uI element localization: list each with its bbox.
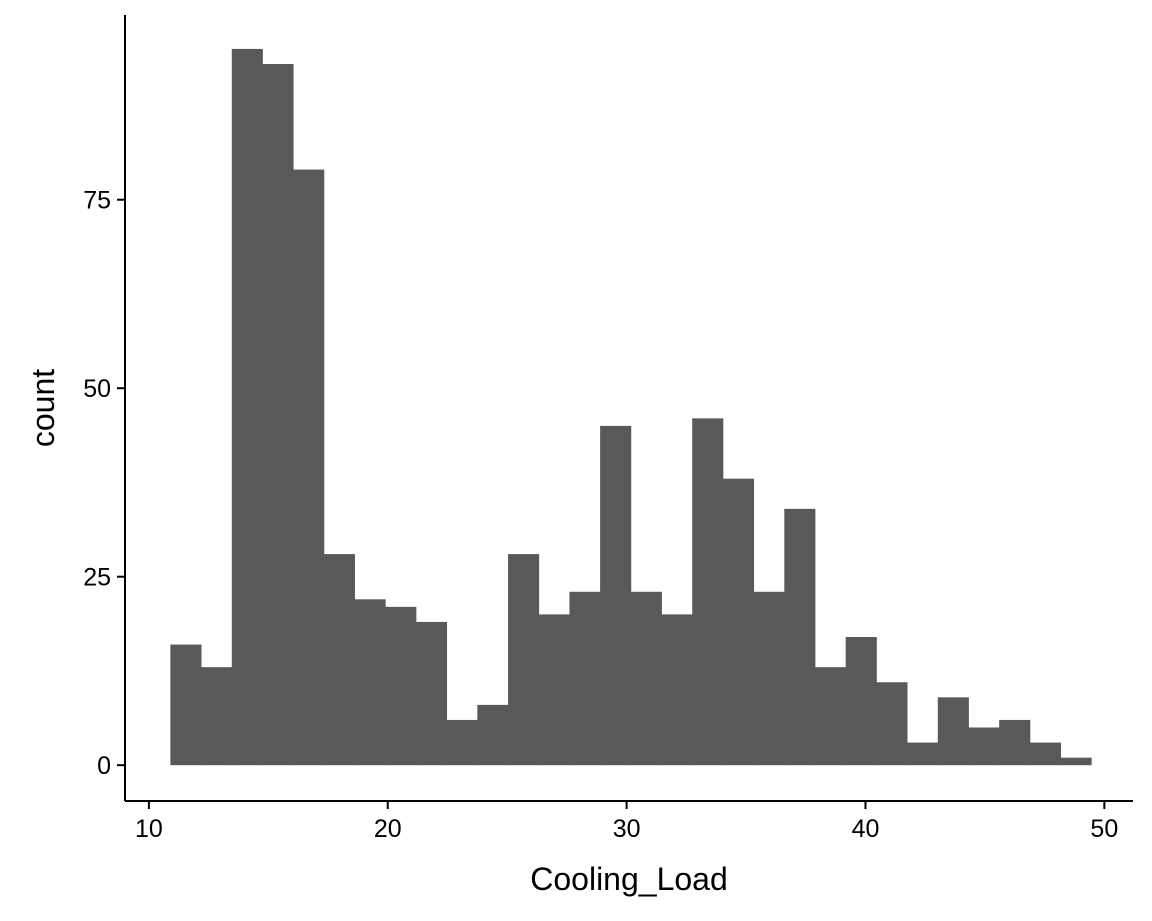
histogram-bar xyxy=(999,719,1031,766)
x-tick-label: 50 xyxy=(1090,815,1118,843)
histogram-bar xyxy=(538,614,570,766)
y-ticks: 0 25 50 75 xyxy=(83,187,125,780)
y-tick-label: 0 xyxy=(97,752,111,780)
histogram-bar xyxy=(845,637,877,766)
x-tick-label: 10 xyxy=(135,815,163,843)
histogram-bar xyxy=(201,667,233,766)
x-tick-label: 40 xyxy=(852,815,880,843)
histogram-bar xyxy=(170,644,202,766)
histogram-bar xyxy=(569,591,601,766)
histogram-bar xyxy=(508,554,540,766)
histogram-bar xyxy=(876,682,908,766)
y-tick-label: 25 xyxy=(83,564,111,592)
x-tick-label: 20 xyxy=(374,815,402,843)
histogram-bar xyxy=(600,425,632,766)
y-tick-label: 50 xyxy=(83,375,111,403)
histogram-bar xyxy=(231,48,263,766)
y-tick-label: 75 xyxy=(83,187,111,215)
histogram-bar xyxy=(415,621,448,766)
histogram-bar xyxy=(446,719,478,766)
histogram-bar xyxy=(661,614,693,766)
histogram-bar xyxy=(1029,742,1061,766)
histogram-bar xyxy=(722,478,755,766)
y-axis-title: count xyxy=(25,369,61,447)
histogram-bar xyxy=(753,591,785,766)
histogram-bar xyxy=(692,418,724,766)
histogram-bar xyxy=(385,606,417,766)
histogram-bar xyxy=(262,64,294,766)
histogram-bar xyxy=(784,508,816,766)
histogram-bar xyxy=(323,554,355,766)
histogram-bar xyxy=(477,704,509,766)
histogram-bar xyxy=(815,667,847,766)
histogram-bar xyxy=(630,591,662,766)
bars-group xyxy=(170,48,1092,766)
histogram-bar xyxy=(293,169,325,766)
x-ticks: 10 20 30 40 50 xyxy=(135,801,1118,843)
x-tick-label: 30 xyxy=(613,815,641,843)
histogram-bar xyxy=(1060,757,1092,766)
histogram-bar xyxy=(354,599,386,766)
histogram-bar xyxy=(968,727,1000,766)
histogram-bar xyxy=(937,697,969,766)
x-axis-title: Cooling_Load xyxy=(530,861,728,897)
histogram-bar xyxy=(907,742,939,766)
